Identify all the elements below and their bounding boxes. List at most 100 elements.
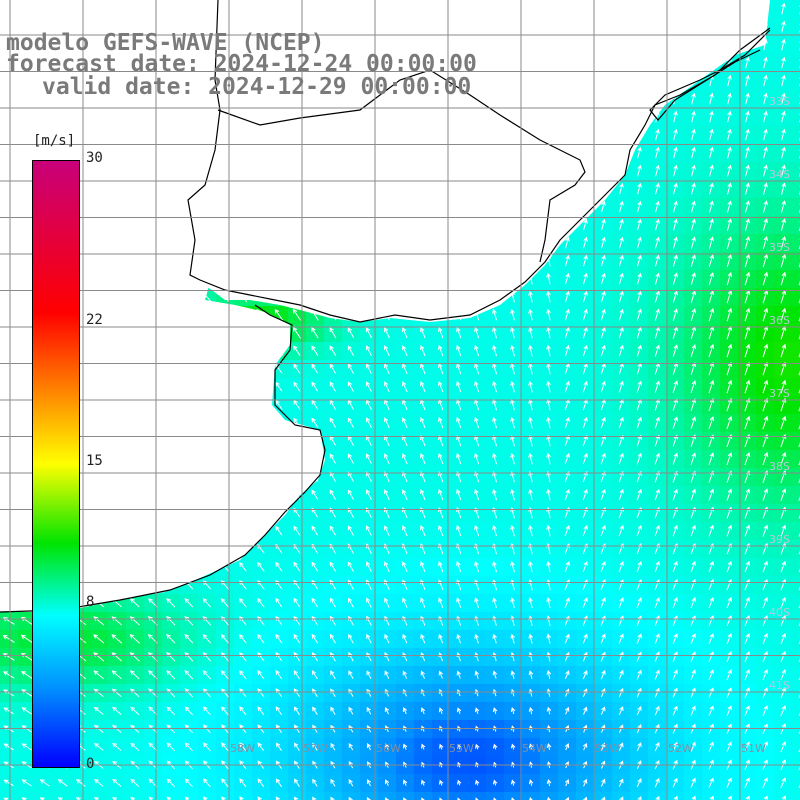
wind-arrow bbox=[293, 345, 301, 357]
wind-arrow bbox=[781, 795, 786, 800]
wind-arrow bbox=[672, 597, 678, 609]
wind-arrow bbox=[365, 363, 372, 375]
wind-arrow bbox=[726, 777, 732, 788]
wind-arrow bbox=[780, 451, 787, 466]
wind-arrow bbox=[202, 598, 211, 608]
wind-arrow bbox=[348, 579, 354, 590]
wind-arrow bbox=[93, 706, 104, 715]
wind-arrow bbox=[762, 379, 769, 394]
wind-arrow bbox=[582, 326, 588, 339]
wind-arrow bbox=[112, 742, 122, 751]
wind-arrow bbox=[745, 74, 750, 87]
wind-arrow bbox=[636, 524, 642, 537]
wind-arrow bbox=[655, 146, 660, 159]
wind-arrow bbox=[221, 778, 229, 788]
wind-arrow bbox=[727, 74, 732, 87]
wind-arrow bbox=[456, 380, 462, 393]
wind-arrow bbox=[347, 489, 355, 500]
wind-arrow bbox=[166, 706, 176, 716]
wind-arrow bbox=[438, 489, 444, 501]
wind-arrow bbox=[618, 326, 624, 339]
wind-arrow bbox=[600, 488, 606, 501]
wind-arrow bbox=[727, 146, 732, 159]
wind-arrow bbox=[636, 344, 642, 357]
wind-arrow bbox=[420, 561, 426, 573]
field-cell bbox=[792, 522, 800, 541]
lon-label: 53W bbox=[595, 742, 620, 755]
wind-arrow bbox=[564, 326, 570, 339]
wind-arrow bbox=[690, 416, 697, 429]
field-cell bbox=[414, 792, 433, 800]
wind-arrow bbox=[708, 633, 714, 645]
field-cell bbox=[792, 468, 800, 487]
wind-arrow bbox=[529, 796, 533, 800]
wind-arrow bbox=[202, 634, 212, 644]
field-cell bbox=[792, 306, 800, 325]
colorbar-unit: [m/s] bbox=[33, 133, 76, 149]
wind-arrow bbox=[601, 236, 606, 249]
wind-arrow bbox=[365, 417, 372, 429]
field-cell bbox=[522, 792, 541, 800]
wind-arrow bbox=[745, 56, 750, 69]
wind-arrow bbox=[366, 597, 372, 608]
model-title: modelo GEFS-WAVE (NCEP) bbox=[6, 30, 325, 56]
field-cell bbox=[792, 648, 800, 667]
field-cell bbox=[72, 792, 91, 800]
wind-arrow bbox=[762, 253, 769, 268]
wind-arrow bbox=[420, 489, 426, 501]
wind-arrow bbox=[348, 597, 354, 608]
field-cell bbox=[144, 792, 163, 800]
wind-arrow bbox=[420, 633, 426, 644]
wind-arrow bbox=[780, 633, 786, 645]
wind-arrow bbox=[673, 218, 678, 231]
wind-arrow bbox=[347, 471, 355, 482]
wind-arrow bbox=[690, 687, 696, 698]
wind-arrow bbox=[420, 471, 426, 483]
wind-arrow bbox=[510, 344, 515, 357]
wind-arrow bbox=[366, 796, 371, 800]
land-region bbox=[0, 0, 770, 612]
wind-arrow bbox=[347, 363, 355, 374]
wind-arrow bbox=[438, 345, 444, 357]
lat-label: 41S bbox=[769, 679, 790, 692]
wind-arrow bbox=[726, 236, 732, 249]
wind-arrow bbox=[438, 633, 444, 644]
wind-arrow bbox=[672, 488, 678, 501]
wind-arrow bbox=[744, 452, 751, 466]
wind-arrow bbox=[762, 560, 768, 573]
wind-arrow bbox=[402, 327, 408, 339]
wind-arrow bbox=[726, 218, 732, 231]
wind-arrow bbox=[654, 434, 660, 447]
wind-arrow bbox=[564, 796, 570, 800]
wind-arrow bbox=[691, 110, 696, 123]
wind-arrow bbox=[781, 182, 786, 195]
wind-arrow bbox=[763, 146, 768, 159]
lon-label: 55W bbox=[449, 742, 474, 755]
wind-arrow bbox=[708, 651, 714, 663]
wind-arrow bbox=[780, 361, 787, 376]
wind-arrow bbox=[618, 524, 624, 537]
wind-arrow bbox=[654, 290, 660, 303]
wind-arrow bbox=[564, 416, 570, 429]
wind-arrow bbox=[708, 705, 714, 716]
wind-arrow bbox=[726, 651, 732, 663]
wind-arrow bbox=[474, 561, 480, 573]
wind-arrow bbox=[546, 596, 551, 609]
wind-arrow bbox=[492, 380, 497, 393]
wind-arrow bbox=[492, 416, 497, 429]
wind-arrow bbox=[510, 706, 516, 715]
wind-arrow bbox=[582, 597, 588, 608]
wind-arrow bbox=[727, 164, 732, 177]
wind-arrow bbox=[582, 524, 588, 537]
wind-arrow bbox=[402, 363, 408, 375]
wind-arrow bbox=[780, 200, 786, 213]
wind-arrow bbox=[438, 707, 444, 714]
field-cell bbox=[90, 792, 109, 800]
wind-arrow bbox=[366, 779, 372, 787]
field-cell bbox=[612, 792, 631, 800]
wind-arrow bbox=[347, 327, 355, 339]
wind-arrow bbox=[546, 344, 551, 357]
wind-arrow bbox=[474, 707, 480, 714]
field-cell bbox=[540, 792, 559, 800]
